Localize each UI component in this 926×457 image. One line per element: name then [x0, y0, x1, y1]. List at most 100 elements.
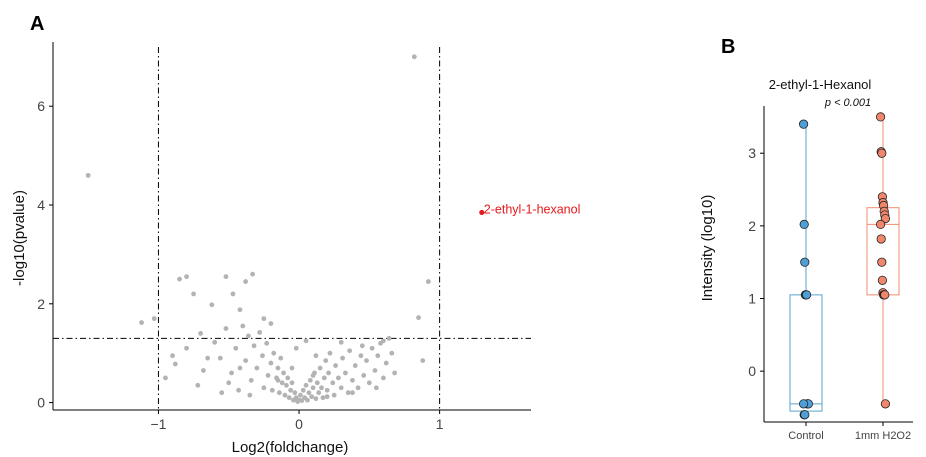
- data-point: [310, 385, 316, 391]
- data-point: [306, 390, 312, 396]
- data-point: [250, 271, 256, 277]
- data-point: [286, 395, 292, 401]
- data-point: [880, 290, 890, 300]
- data-point: [389, 350, 395, 356]
- highlight-label: 2-ethyl-1-hexanol: [484, 202, 581, 216]
- data-point: [251, 343, 257, 349]
- data-point: [243, 358, 249, 364]
- boxes: [789, 116, 900, 415]
- data-point: [289, 380, 295, 386]
- x-tick-label: 1: [436, 416, 444, 432]
- data-point: [209, 302, 215, 308]
- data-point: [314, 380, 320, 386]
- data-point: [229, 370, 234, 376]
- y-tick-label: 0: [748, 363, 756, 379]
- data-point: [355, 385, 361, 391]
- data-point: [317, 365, 323, 371]
- data-point: [243, 279, 249, 284]
- x-tick-label: 0: [295, 416, 303, 432]
- data-point: [191, 291, 196, 297]
- data-point: [265, 373, 271, 378]
- data-point: [233, 345, 239, 351]
- data-point: [85, 172, 91, 178]
- data-point: [352, 363, 358, 368]
- data-point: [298, 392, 303, 398]
- data-point: [335, 375, 341, 381]
- data-point: [364, 358, 369, 364]
- y-tick-label: 4: [37, 197, 45, 213]
- data-point: [880, 399, 891, 409]
- data-point: [340, 355, 346, 361]
- y-tick-label: 2: [748, 218, 756, 234]
- data-point: [343, 370, 348, 376]
- p-value-annotation: p < 0.001: [824, 97, 871, 109]
- data-point: [798, 119, 809, 129]
- data-point: [331, 392, 337, 398]
- data-point: [309, 394, 315, 400]
- data-point: [201, 368, 206, 373]
- data-point: [271, 350, 277, 356]
- data-point: [383, 360, 389, 366]
- data-point: [347, 348, 353, 354]
- y-tick-label: 6: [37, 98, 45, 114]
- data-point: [380, 338, 386, 344]
- data-point: [319, 385, 324, 391]
- data-point: [212, 339, 218, 345]
- data-point: [800, 257, 810, 267]
- data-point: [799, 219, 809, 230]
- data-point: [184, 274, 189, 280]
- data-point: [236, 387, 241, 393]
- data-point: [386, 335, 392, 341]
- data-point: [372, 368, 378, 373]
- data-point: [230, 291, 236, 297]
- data-point: [303, 382, 309, 388]
- data-point: [324, 387, 330, 393]
- data-point: [282, 392, 288, 398]
- data-point: [240, 323, 246, 329]
- data-point: [338, 385, 344, 391]
- data-point: [269, 387, 275, 393]
- data-point: [198, 331, 204, 336]
- data-points: [85, 54, 431, 405]
- data-point: [276, 390, 282, 396]
- data-point: [260, 353, 265, 359]
- data-point: [257, 330, 263, 335]
- data-point: [139, 320, 144, 325]
- data-point: [300, 387, 306, 393]
- data-point: [800, 410, 810, 420]
- data-point: [411, 54, 417, 60]
- data-point: [310, 373, 316, 378]
- x-tick-label: −1: [150, 416, 166, 432]
- data-point: [261, 316, 267, 322]
- data-point: [226, 380, 232, 386]
- y-axis-title: -log10(pvalue): [11, 190, 28, 286]
- data-point: [321, 375, 327, 381]
- data-point: [248, 377, 254, 383]
- data-point: [172, 361, 178, 367]
- data-point: [877, 148, 887, 158]
- y-tick-label: 0: [37, 395, 45, 411]
- data-point: [358, 353, 364, 359]
- data-point: [261, 385, 267, 391]
- data-point: [380, 375, 386, 381]
- chart-title: 2-ethyl-1-Hexanol: [769, 77, 872, 92]
- data-point: [303, 338, 309, 344]
- data-point: [268, 321, 274, 326]
- y-axis-title: Intensity (log10): [699, 195, 716, 302]
- data-point: [877, 275, 888, 285]
- data-point: [327, 350, 333, 356]
- highlight-point: [479, 209, 485, 216]
- reference-lines: [53, 47, 531, 410]
- data-point: [205, 355, 211, 361]
- data-point: [219, 390, 225, 396]
- x-tick-label: Control: [788, 430, 823, 442]
- data-points: [798, 112, 891, 420]
- data-point: [305, 397, 310, 403]
- data-point: [323, 358, 329, 364]
- data-point: [313, 353, 319, 359]
- data-point: [876, 234, 886, 244]
- data-point: [292, 390, 298, 396]
- data-point: [293, 345, 299, 351]
- data-point: [264, 340, 270, 346]
